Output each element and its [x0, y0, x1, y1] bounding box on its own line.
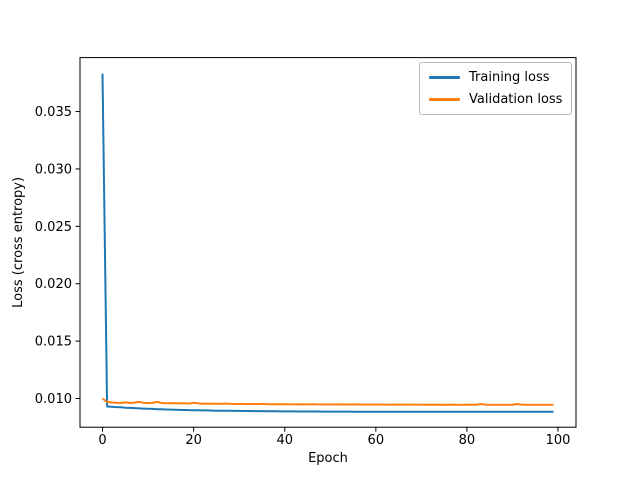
x-axis-label: Epoch — [308, 451, 348, 466]
series-lines — [101, 73, 554, 413]
legend-label-validation: Validation loss — [469, 92, 563, 107]
y-axis-ticks: 0.010 0.015 0.020 0.025 0.030 0.035 — [35, 105, 80, 407]
y-tick-label: 0.025 — [35, 220, 72, 235]
y-tick-label: 0.035 — [35, 105, 72, 120]
y-tick-label: 0.030 — [35, 162, 72, 177]
legend-label-training: Training loss — [469, 70, 550, 85]
training-loss-line-swatch — [429, 76, 460, 79]
y-axis-label: Loss (cross entropy) — [11, 177, 26, 308]
training-loss-line — [101, 73, 554, 413]
y-tick-label: 0.010 — [35, 392, 72, 407]
x-tick-label: 40 — [276, 433, 293, 448]
legend-item-training: Training loss — [429, 68, 562, 87]
x-tick-label: 20 — [185, 433, 202, 448]
validation-loss-line — [101, 397, 554, 406]
x-tick-label: 0 — [98, 433, 106, 448]
x-tick-label: 100 — [546, 433, 571, 448]
y-tick-label: 0.015 — [35, 335, 72, 350]
y-tick-label: 0.020 — [35, 277, 72, 292]
x-tick-label: 60 — [368, 433, 385, 448]
validation-loss-line-swatch — [429, 98, 460, 101]
legend: Training loss Validation loss — [419, 62, 573, 115]
x-axis-ticks: 0 20 40 60 80 100 — [98, 427, 570, 448]
legend-item-validation: Validation loss — [429, 90, 562, 109]
x-tick-label: 80 — [459, 433, 476, 448]
plot-area — [79, 57, 577, 428]
